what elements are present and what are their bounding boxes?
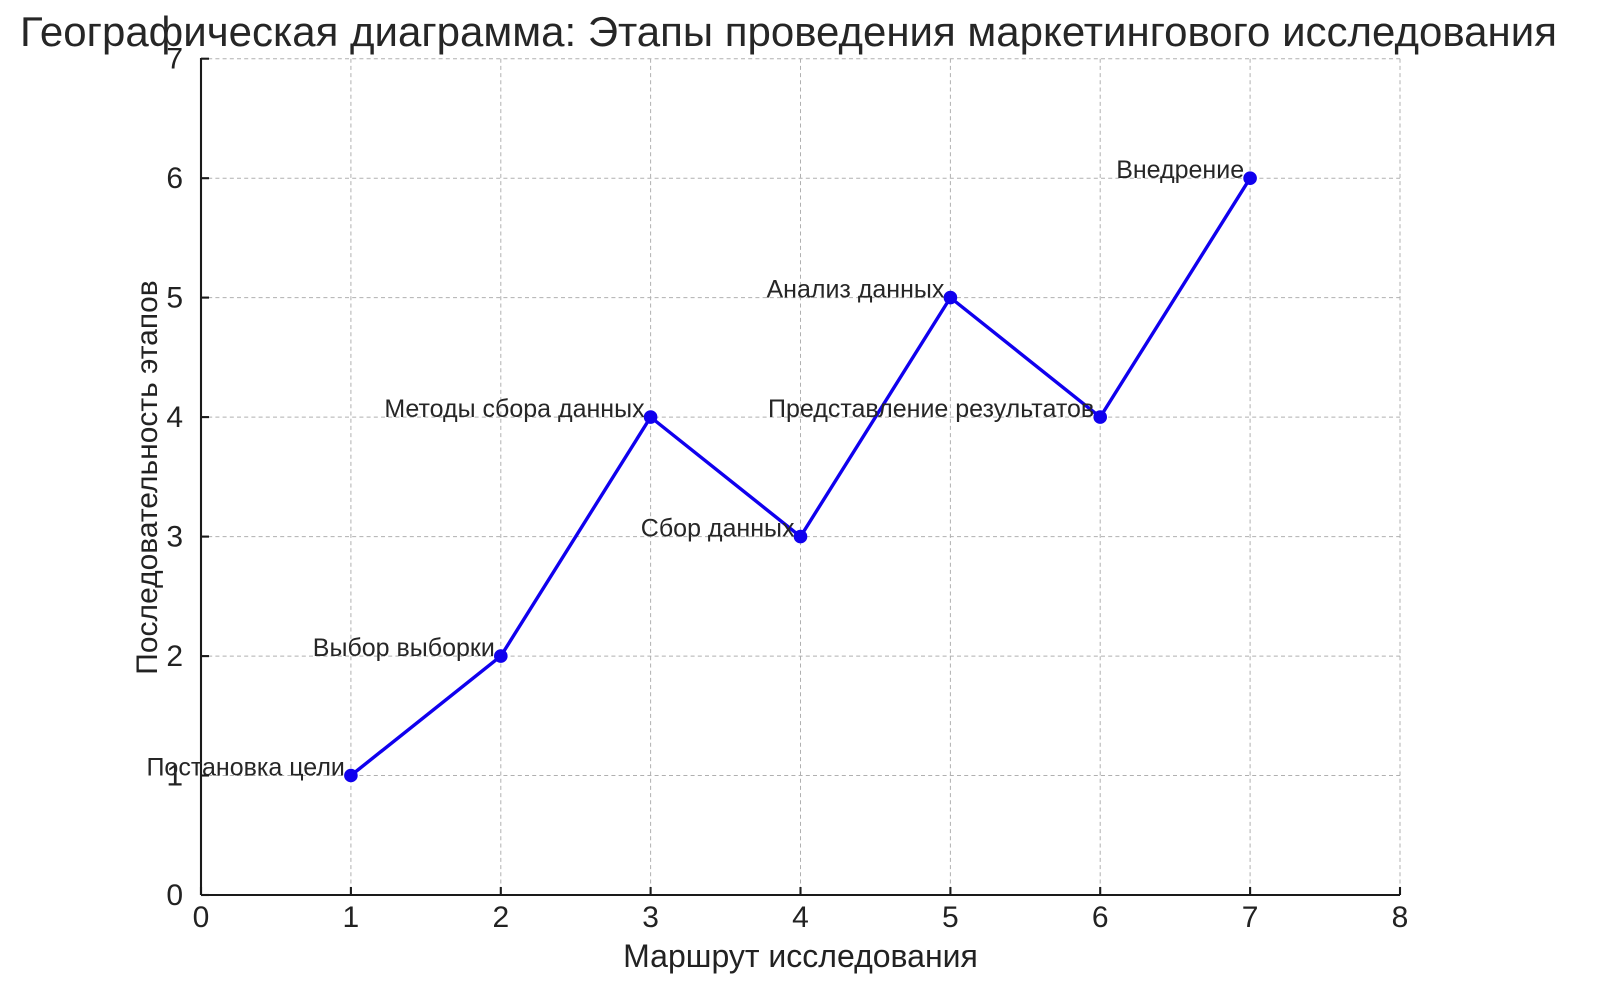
svg-text:6: 6: [1092, 901, 1109, 934]
svg-text:Методы сбора данных: Методы сбора данных: [384, 395, 645, 423]
svg-text:2: 2: [166, 640, 183, 673]
svg-text:Сбор данных: Сбор данных: [641, 515, 795, 543]
svg-text:7: 7: [1242, 901, 1259, 934]
svg-text:Последовательность этапов: Последовательность этапов: [131, 280, 164, 674]
svg-text:4: 4: [792, 901, 809, 934]
svg-text:0: 0: [166, 879, 183, 912]
svg-text:3: 3: [642, 901, 659, 934]
svg-text:Внедрение: Внедрение: [1116, 156, 1244, 184]
svg-text:5: 5: [942, 901, 959, 934]
svg-text:6: 6: [166, 162, 183, 195]
svg-text:Маршрут исследования: Маршрут исследования: [623, 938, 978, 974]
svg-text:Выбор выборки: Выбор выборки: [313, 634, 495, 662]
svg-text:8: 8: [1392, 901, 1409, 934]
svg-text:Представление результатов: Представление результатов: [768, 395, 1094, 423]
svg-text:Постановка цели: Постановка цели: [146, 754, 344, 782]
svg-text:7: 7: [166, 43, 183, 76]
svg-text:4: 4: [166, 401, 183, 434]
svg-text:3: 3: [166, 521, 183, 554]
svg-text:0: 0: [193, 901, 210, 934]
svg-text:1: 1: [343, 901, 360, 934]
svg-text:2: 2: [492, 901, 509, 934]
svg-text:Анализ данных: Анализ данных: [766, 276, 944, 304]
svg-text:5: 5: [166, 282, 183, 315]
